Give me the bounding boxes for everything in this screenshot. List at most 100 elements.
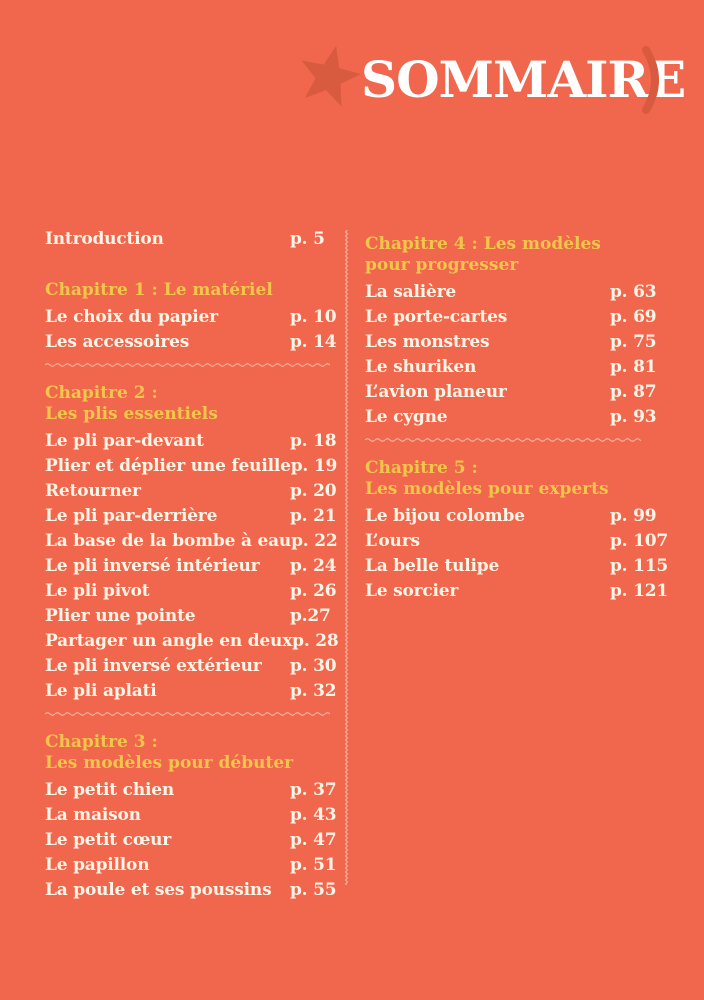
toc-entry-page: p. 75 (610, 331, 657, 352)
toc-entry: Le pli par-devant p. 18 (45, 428, 337, 453)
chapter-heading: Chapitre 2 : Les plis essentiels (45, 383, 337, 425)
toc-entry-page: p. 20 (290, 480, 337, 501)
chapter-heading: Chapitre 3 : Les modèles pour débuter (45, 732, 337, 774)
toc-entry-label: Le cygne (365, 406, 448, 427)
column-separator-zigzag (344, 230, 349, 885)
toc-entry-label: Plier et déplier une feuille (45, 455, 291, 476)
chapter-heading-line: pour progresser (365, 255, 519, 275)
toc-entry: Le pli inversé extérieur p. 30 (45, 653, 337, 678)
toc-entry: Les monstres p. 75 (365, 329, 657, 354)
toc-entry: La base de la bombe à eau p. 22 (45, 528, 338, 553)
toc-entry-page: p. 121 (610, 580, 669, 601)
toc-entry: Le sorcier p. 121 (365, 578, 668, 603)
toc-entry-label: Le petit chien (45, 779, 175, 800)
toc-entry-page: p. 69 (610, 306, 657, 327)
toc-entry: Le pli par-derrière p. 21 (45, 503, 337, 528)
toc-entry-label: Les accessoires (45, 331, 190, 352)
toc-entry-page: p. 47 (290, 829, 337, 850)
toc-entry-label: La belle tulipe (365, 555, 500, 576)
toc-entry: Plier une pointe p.27 (45, 603, 337, 628)
toc-entry-page: p. 22 (291, 530, 338, 551)
toc-section: Chapitre 3 : Les modèles pour débuter Le p… (45, 732, 337, 902)
toc-entry-label: La poule et ses poussins (45, 879, 272, 900)
toc-entry-label: Partager un angle en deux (45, 630, 293, 651)
toc-entry-label: Retourner (45, 480, 141, 501)
page-title: SOMMAIRE (361, 50, 686, 109)
toc-entry-label: Le shuriken (365, 356, 477, 377)
toc-entry: Le shuriken p. 81 (365, 354, 657, 379)
toc-entry-page: p.27 (290, 605, 331, 626)
chapter-heading-line: Chapitre 2 : (45, 383, 158, 403)
toc-entry: Le pli aplati p. 32 (45, 678, 337, 703)
toc-entry-page: p. 51 (290, 854, 337, 875)
toc-entry-page: p. 28 (292, 630, 339, 651)
toc-entry-label: L’ours (365, 530, 420, 551)
toc-section: Chapitre 4 : Les modèles pour progresser L… (365, 234, 657, 429)
chapter-heading: Chapitre 4 : Les modèles pour progresser (365, 234, 657, 276)
page-header: SOMMAIRE (0, 0, 704, 140)
toc-entry: La poule et ses poussins p. 55 (45, 877, 337, 902)
toc-entry: Le bijou colombe p. 99 (365, 503, 657, 528)
toc-section: Chapitre 1 : Le matériel Le choix du papi… (45, 280, 337, 354)
toc-entry-label: Les monstres (365, 331, 490, 352)
toc-entry-label: Le sorcier (365, 580, 459, 601)
chapter-heading-line: Chapitre 1 : Le matériel (45, 280, 273, 300)
toc-entry-page: p. 99 (610, 505, 657, 526)
toc-entry: Les accessoires p. 14 (45, 329, 337, 354)
toc-entry-page: p. 32 (290, 680, 337, 701)
toc-entry-page: p. 37 (290, 779, 337, 800)
chapter-heading-line: Les modèles pour débuter (45, 753, 294, 773)
toc-entry-page: p. 87 (610, 381, 657, 402)
star-icon (301, 45, 361, 107)
chapter-heading: Chapitre 5 : Les modèles pour experts (365, 458, 657, 500)
toc-entry: Le choix du papier p. 10 (45, 304, 337, 329)
wavy-divider (45, 362, 330, 368)
toc-entry-page: p. 115 (610, 555, 669, 576)
wavy-divider (45, 711, 330, 717)
toc-entry-page: p. 55 (290, 879, 337, 900)
toc-column-right: Chapitre 4 : Les modèles pour progresser L… (365, 234, 668, 603)
toc-entry: Retourner p. 20 (45, 478, 337, 503)
toc-entry: Plier et déplier une feuille p. 19 (45, 453, 337, 478)
toc-section: Introduction p. 5 (45, 226, 337, 251)
wavy-divider (365, 437, 641, 443)
chapter-heading-line: Les plis essentiels (45, 404, 218, 424)
toc-entry-page: p. 26 (290, 580, 337, 601)
toc-entry-label: Le petit cœur (45, 829, 172, 850)
toc-entry-label: Le pli pivot (45, 580, 150, 601)
toc-entry-label: Le choix du papier (45, 306, 218, 327)
chapter-heading-line: Les modèles pour experts (365, 479, 609, 499)
toc-entry-label: Le pli par-derrière (45, 505, 218, 526)
toc-entry-label: Le pli par-devant (45, 430, 204, 451)
closing-paren-icon (642, 46, 659, 114)
toc-entry: Le papillon p. 51 (45, 852, 337, 877)
chapter-heading-line: Chapitre 3 : (45, 732, 158, 752)
toc-entry: Le petit chien p. 37 (45, 777, 337, 802)
toc-entry: Le pli pivot p. 26 (45, 578, 337, 603)
toc-entry-label: La salière (365, 281, 456, 302)
toc-entry-label: L’avion planeur (365, 381, 507, 402)
toc-entry-page: p. 43 (290, 804, 337, 825)
toc-entry: La maison p. 43 (45, 802, 337, 827)
toc-entry-page: p. 18 (290, 430, 337, 451)
toc-entry-page: p. 30 (290, 655, 337, 676)
toc-entry: La salière p. 63 (365, 279, 657, 304)
chapter-heading-line: Chapitre 4 : Les modèles (365, 234, 601, 254)
toc-entry: L’ours p. 107 (365, 528, 668, 553)
toc-entry-page: p. 93 (610, 406, 657, 427)
toc-entry-label: Plier une pointe (45, 605, 196, 626)
toc-entry: Partager un angle en deux p. 28 (45, 628, 339, 653)
toc-entry-label: La maison (45, 804, 141, 825)
toc-entry-page: p. 107 (610, 530, 669, 551)
toc-entry: Le petit cœur p. 47 (45, 827, 337, 852)
toc-entry: Le cygne p. 93 (365, 404, 657, 429)
toc-entry-page: p. 81 (610, 356, 657, 377)
toc-entry-page: p. 10 (290, 306, 337, 327)
toc-entry: Introduction p. 5 (45, 226, 337, 251)
toc-entry-page: p. 63 (610, 281, 657, 302)
toc-section: Chapitre 2 : Les plis essentiels Le pli pa… (45, 383, 339, 703)
toc-entry-label: Le papillon (45, 854, 150, 875)
toc-entry-label: Le bijou colombe (365, 505, 525, 526)
toc-entry-page: p. 24 (290, 555, 337, 576)
toc-column-left: Introduction p. 5 Chapitre 1 : Le matériel… (45, 226, 339, 902)
